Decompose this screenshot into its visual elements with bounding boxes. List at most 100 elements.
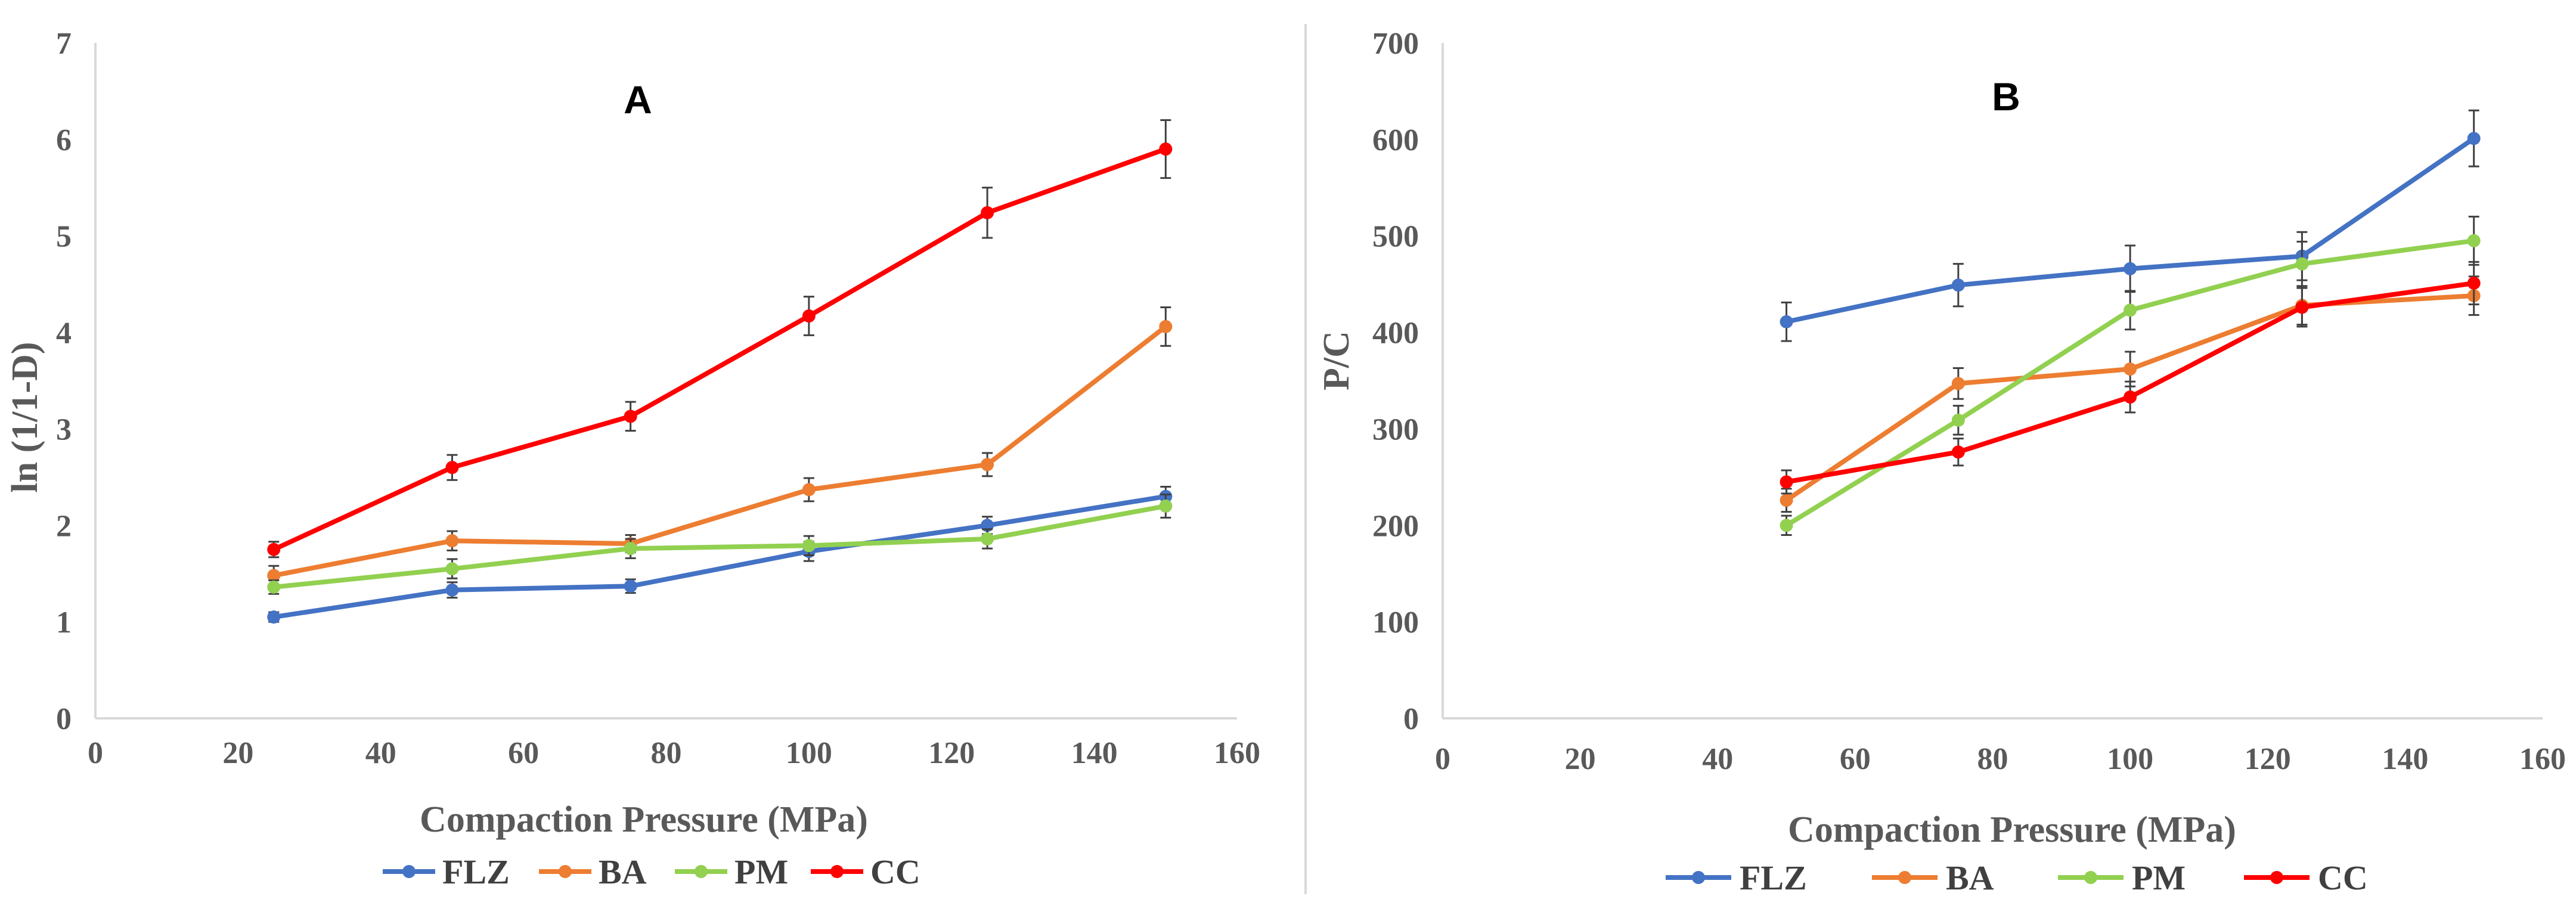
legend-swatch-marker <box>2270 871 2283 884</box>
data-point-cc <box>624 410 637 423</box>
y-tick-label-b: 700 <box>1372 27 1419 61</box>
data-point-flz <box>624 579 637 593</box>
y-tick-label-a: 1 <box>56 606 72 640</box>
x-tick-label-b: 120 <box>2245 742 2291 776</box>
chart-title-a: A <box>624 77 652 122</box>
legend-label: PM <box>734 852 788 891</box>
legend-a: FLZ BA PM CC <box>383 852 920 891</box>
y-tick-label-a: 5 <box>56 220 72 254</box>
x-tick-label-b: 160 <box>2519 742 2566 776</box>
data-point-pm <box>2467 234 2481 247</box>
data-point-cc <box>2467 277 2481 290</box>
series-line-cc-a <box>271 147 1168 552</box>
legend-swatch-marker <box>830 865 844 878</box>
series-line-flz-a <box>271 494 1168 620</box>
legend-label: CC <box>2318 858 2368 897</box>
y-tick-label-a: 0 <box>56 702 72 736</box>
data-point-ba <box>981 458 994 472</box>
legend-swatch-marker <box>2084 871 2097 884</box>
x-tick-label-a: 0 <box>88 736 103 770</box>
chart-title-b: B <box>1992 75 2020 119</box>
data-point-ba <box>267 569 281 582</box>
legend-item-ba: BA <box>539 852 647 891</box>
series-line-ba-a <box>271 324 1168 578</box>
data-point-ba <box>1951 377 1965 390</box>
x-tick-label-a: 40 <box>365 736 396 770</box>
data-point-cc <box>981 206 994 219</box>
legend-label: BA <box>1946 858 1994 897</box>
legend-item-flz: FLZ <box>383 852 510 891</box>
legend-item-pm: PM <box>675 852 788 891</box>
legend-item-flz: FLZ <box>1666 858 1807 897</box>
x-tick-label-a: 60 <box>508 736 539 770</box>
y-tick-label-b: 500 <box>1372 220 1419 254</box>
y-axis-label-b: P/C <box>1316 331 1357 390</box>
x-tick-label-a: 100 <box>786 736 832 770</box>
x-tick-label-a: 140 <box>1071 736 1118 770</box>
x-tick-label-b: 100 <box>2107 742 2153 776</box>
data-point-pm <box>624 542 637 556</box>
legend-label: FLZ <box>442 852 510 891</box>
data-point-flz <box>1951 278 1965 292</box>
data-point-ba <box>802 483 816 497</box>
data-point-ba <box>2124 362 2137 376</box>
y-tick-label-b: 100 <box>1372 606 1419 640</box>
legend-swatch-marker <box>695 865 708 878</box>
data-point-flz <box>267 610 281 624</box>
y-tick-label-b: 300 <box>1372 413 1419 447</box>
data-point-pm <box>267 580 281 594</box>
data-point-cc <box>1159 142 1173 156</box>
chart-panel-a: A ln (1/1-D) Compaction Pressure (MPa) F… <box>5 27 1260 891</box>
x-tick-label-a: 20 <box>222 736 253 770</box>
data-point-cc <box>445 461 459 475</box>
data-point-flz <box>445 583 459 597</box>
y-axis-label-a: ln (1/1-D) <box>5 342 45 492</box>
y-tick-label-a: 6 <box>56 123 72 157</box>
x-tick-label-a: 120 <box>928 736 975 770</box>
data-point-pm <box>2295 257 2309 271</box>
data-point-cc <box>1780 475 1793 489</box>
data-point-ba <box>1780 494 1793 507</box>
data-point-flz <box>1780 315 1793 328</box>
x-axis-label-b: Compaction Pressure (MPa) <box>1788 810 2236 850</box>
series-line-pm-a <box>271 503 1168 590</box>
data-point-pm <box>1951 413 1965 427</box>
x-axis-label-a: Compaction Pressure (MPa) <box>420 799 868 840</box>
y-tick-label-b: 0 <box>1403 702 1419 736</box>
legend-b: FLZ BA PM CC <box>1666 858 2368 897</box>
x-tick-label-b: 140 <box>2382 742 2428 776</box>
legend-label: CC <box>870 852 920 891</box>
legend-swatch-marker <box>402 865 416 878</box>
data-point-cc <box>2295 300 2309 314</box>
data-point-pm <box>445 562 459 576</box>
x-tick-label-a: 80 <box>651 736 682 770</box>
data-point-pm <box>802 539 816 553</box>
y-tick-label-b: 600 <box>1372 123 1419 157</box>
legend-swatch-marker <box>1898 871 1911 884</box>
data-point-pm <box>2124 303 2137 317</box>
data-point-cc <box>2124 390 2137 404</box>
x-tick-label-a: 160 <box>1214 736 1260 770</box>
data-point-cc <box>1951 445 1965 459</box>
data-point-ba <box>1159 320 1173 333</box>
legend-item-pm: PM <box>2058 858 2186 897</box>
data-point-cc <box>267 542 281 556</box>
x-tick-label-b: 20 <box>1565 742 1596 776</box>
data-point-flz <box>2467 132 2481 145</box>
data-point-cc <box>802 309 816 323</box>
y-tick-label-b: 200 <box>1372 509 1419 543</box>
chart-panel-b: B P/C Compaction Pressure (MPa) FLZ BA PM C… <box>1316 27 2566 897</box>
legend-item-cc: CC <box>811 852 920 891</box>
legend-swatch-marker <box>1692 871 1705 884</box>
y-tick-label-a: 2 <box>56 509 72 543</box>
y-tick-label-a: 3 <box>56 413 72 447</box>
x-tick-label-b: 40 <box>1702 742 1733 776</box>
x-tick-label-b: 80 <box>1977 742 2008 776</box>
legend-item-ba: BA <box>1872 858 1994 897</box>
legend-swatch-marker <box>559 865 572 878</box>
x-tick-label-b: 0 <box>1435 742 1450 776</box>
legend-label: PM <box>2132 858 2186 897</box>
x-tick-label-b: 60 <box>1840 742 1871 776</box>
data-point-pm <box>1159 499 1173 513</box>
